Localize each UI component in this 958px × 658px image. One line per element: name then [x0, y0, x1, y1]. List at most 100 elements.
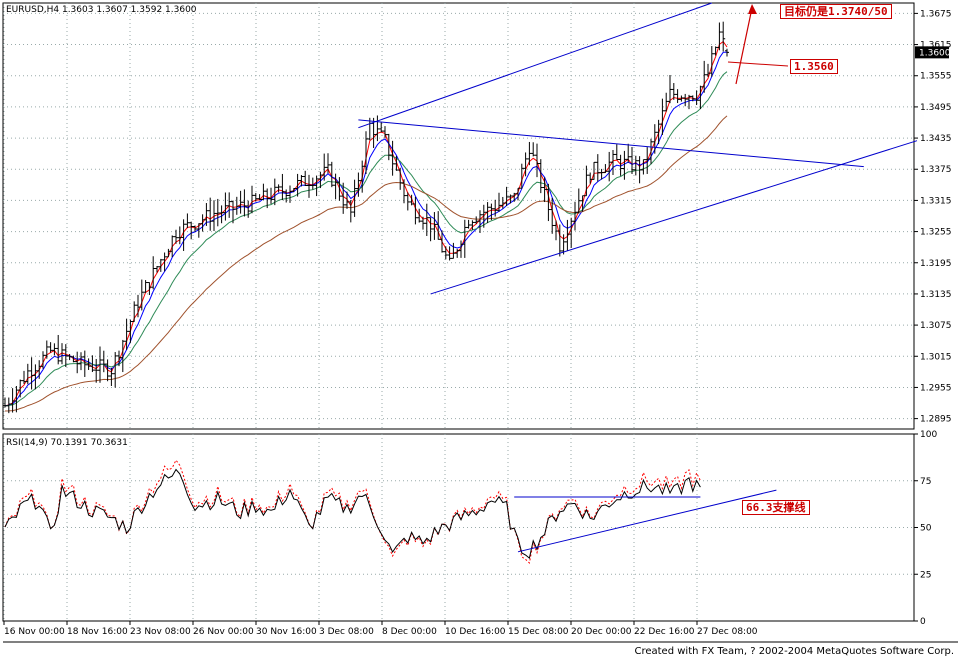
price-bar — [531, 142, 536, 157]
price-bar — [542, 177, 547, 203]
price-axis-label: 1.3675 — [920, 9, 952, 19]
ma-line-ema-mid — [4, 51, 727, 407]
price-bar — [265, 188, 270, 209]
price-bar — [200, 214, 205, 232]
price-bar — [364, 131, 368, 174]
time-axis-label: 15 Dec 08:00 — [508, 627, 569, 637]
price-bar — [136, 294, 140, 318]
price-bar — [432, 212, 437, 240]
price-bar — [33, 364, 38, 390]
price-bar — [451, 242, 456, 259]
price-trendline — [358, 119, 864, 168]
price-bar — [641, 159, 646, 175]
ma-line-ema-slow — [4, 71, 728, 407]
price-bar — [493, 199, 498, 217]
price-panel-frame — [2, 2, 915, 430]
time-axis-label: 27 Dec 08:00 — [697, 627, 758, 637]
price-bar — [86, 358, 91, 370]
price-bar — [633, 155, 638, 176]
price-bar — [584, 165, 589, 197]
price-bar — [120, 339, 125, 373]
price-bar — [413, 196, 418, 225]
ma-line-ema-fast — [4, 40, 728, 407]
price-bar — [147, 282, 152, 296]
price-bar — [345, 191, 349, 209]
price-axis-label: 1.3495 — [920, 103, 952, 113]
price-bar — [6, 397, 11, 414]
price-bar — [303, 170, 308, 187]
price-bar — [702, 60, 707, 93]
price-bar — [523, 152, 528, 177]
price-bars — [3, 21, 729, 414]
price-bar — [383, 126, 387, 139]
price-bar — [421, 216, 425, 230]
price-bar — [177, 226, 182, 245]
price-bar — [664, 92, 669, 112]
price-bar — [139, 279, 144, 311]
price-bar — [253, 192, 258, 202]
price-bar — [204, 203, 209, 226]
ma-line-ema-long — [4, 115, 728, 412]
price-bar — [565, 219, 570, 251]
price-axis-label: 1.2955 — [920, 383, 952, 393]
price-bar — [709, 46, 714, 77]
price-bar — [105, 359, 110, 382]
price-axis-label: 1.3135 — [920, 290, 952, 300]
price-bar — [656, 119, 661, 145]
price-bar — [424, 203, 429, 237]
price-bar — [607, 151, 612, 182]
rsi-signal-line — [4, 459, 701, 564]
price-bar — [288, 185, 292, 203]
price-bar — [687, 94, 691, 110]
price-bar — [162, 252, 167, 272]
price-bar — [307, 174, 311, 198]
price-bar — [428, 217, 433, 242]
price-bar — [348, 200, 353, 223]
price-bar — [527, 141, 532, 166]
price-bar — [341, 182, 346, 214]
time-axis-label: 26 Nov 00:00 — [193, 627, 254, 637]
price-bar — [512, 192, 517, 202]
grid-lines — [3, 3, 914, 621]
price-bar — [82, 350, 87, 377]
price-axis-label: 1.3075 — [920, 321, 952, 331]
price-axis-label: 1.3255 — [920, 228, 952, 238]
price-bar — [637, 156, 642, 184]
price-bar — [242, 189, 247, 217]
price-bar — [79, 352, 83, 371]
price-bar — [155, 265, 159, 273]
price-bar — [284, 189, 289, 203]
price-bar — [329, 161, 334, 188]
price-bar — [280, 173, 285, 201]
rsi-main-line — [4, 468, 701, 560]
price-bar — [41, 351, 45, 369]
price-bar — [22, 370, 26, 384]
price-bar — [71, 355, 76, 363]
price-bar — [269, 187, 273, 204]
price-bar — [143, 280, 148, 293]
price-bar — [128, 319, 133, 343]
price-bar — [546, 183, 551, 222]
price-bar — [717, 22, 722, 51]
price-bar — [151, 256, 156, 290]
price-bar — [18, 379, 23, 398]
rsi-trendline — [517, 489, 777, 553]
price-bar — [474, 216, 479, 224]
time-axis-label: 23 Nov 08:00 — [130, 627, 191, 637]
time-axis-label: 22 Dec 16:00 — [634, 627, 695, 637]
price-bar — [618, 154, 623, 176]
price-bar — [29, 357, 34, 390]
rsi-axis-label: 0 — [920, 617, 926, 627]
price-bar — [360, 160, 365, 193]
price-bar — [599, 168, 604, 180]
price-bar — [181, 219, 186, 251]
price-bar — [379, 122, 384, 133]
time-axis-label: 18 Nov 16:00 — [67, 627, 128, 637]
price-bar — [580, 195, 585, 212]
price-bar — [14, 385, 19, 413]
price-bar — [504, 186, 509, 206]
time-axis-label: 10 Dec 16:00 — [445, 627, 506, 637]
price-bar — [603, 164, 608, 174]
price-bar — [189, 221, 194, 240]
price-bar — [588, 172, 593, 184]
